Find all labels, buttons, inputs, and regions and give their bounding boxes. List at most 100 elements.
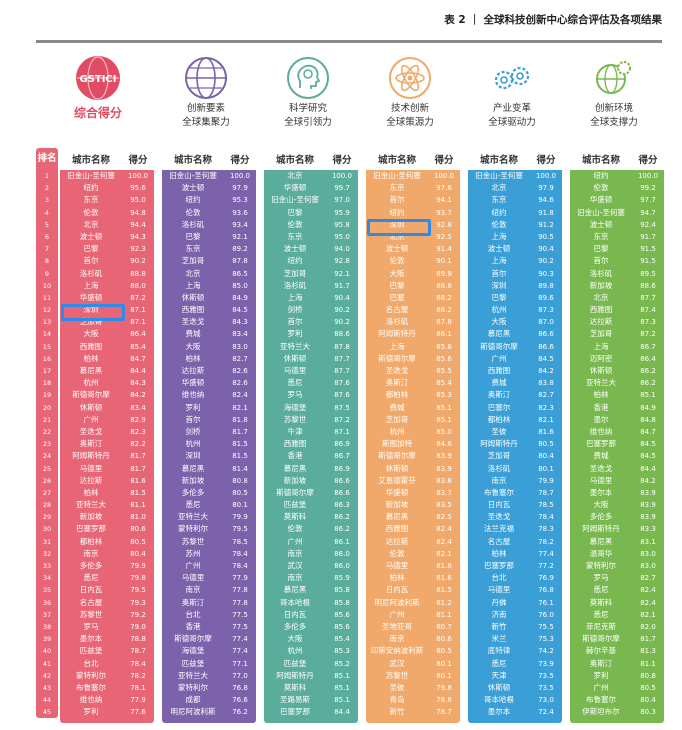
score-value: 87.8	[334, 342, 350, 351]
table-row: 圣彼 79.8	[366, 682, 460, 694]
city-name: 纽约	[389, 207, 405, 217]
score-value: 84.9	[232, 293, 248, 302]
table-row: 亚特兰大 81.1	[60, 499, 154, 511]
score-value: 83.9	[436, 452, 452, 461]
score-value: 86.6	[334, 488, 350, 497]
table-row: 日内瓦 85.6	[264, 609, 358, 621]
table-row: 上海 90.5	[468, 231, 562, 243]
table-row: 慕尼黑 81.4	[162, 463, 256, 475]
score-value: 99.7	[334, 184, 350, 193]
column-header: 城市名称 得分	[162, 148, 256, 170]
city-name: 蒙特利尔	[586, 561, 616, 570]
rank-cell: 25	[42, 464, 52, 473]
table-row: 深圳 87.1	[60, 304, 154, 316]
table-row: 华盛顿 82.6	[162, 377, 256, 389]
city-name: 马德里	[385, 561, 409, 570]
score-value: 85.1	[334, 671, 350, 680]
city-name: 罗马	[83, 621, 99, 631]
city-name: 柏林	[593, 390, 609, 400]
column-header: 城市名称 得分	[366, 148, 460, 170]
table-row: 巴黎 92.3	[60, 243, 154, 255]
city-name: 奥斯汀	[487, 390, 511, 400]
rank-cell: 35	[42, 586, 52, 595]
city-name: 华盛顿	[283, 183, 307, 193]
city-name: 慕尼黑	[79, 366, 103, 375]
table-row: 亚特兰大 77.0	[162, 670, 256, 682]
table-row: 马德里 81.8	[366, 560, 460, 572]
table-row: 布鲁塞尔 80.4	[570, 694, 664, 706]
rank-cell: 45	[42, 708, 52, 717]
city-name: 西雅图	[487, 366, 511, 375]
rank-cell: 28	[42, 501, 52, 510]
table-row: 东京 95.0	[60, 194, 154, 206]
score-value: 80.1	[436, 659, 452, 668]
score-value: 86.7	[334, 452, 350, 461]
score-value: 86.1	[334, 537, 350, 546]
score-value: 90.4	[538, 245, 554, 254]
city-name: 洛杉矶	[589, 268, 613, 278]
score-value: 87.4	[640, 306, 656, 315]
city-name: 墨尔	[593, 414, 609, 424]
score-value: 82.6	[232, 367, 248, 375]
score-value: 78.1	[130, 683, 146, 692]
table-row: 慕尼黑 84.4	[60, 365, 154, 377]
score-value: 79.8	[436, 683, 452, 692]
table-row: 波士顿 91.4	[366, 243, 460, 255]
table-row: 苏黎世 87.2	[264, 414, 358, 426]
score-value: 95.3	[232, 196, 248, 205]
city-name: 蒙特利尔	[76, 670, 106, 680]
city-name: 维也纳	[79, 695, 103, 705]
table-row: 西雅图 84.5	[162, 304, 256, 316]
table-row: 休斯顿 83.4	[60, 402, 154, 414]
gstici-logo-icon: GSTICI	[75, 55, 121, 101]
city-name: 北京	[287, 171, 303, 180]
score-value: 87.8	[436, 318, 452, 327]
table-row: 迈阿密 86.4	[570, 353, 664, 365]
table-row: 亚特兰大 87.8	[264, 341, 358, 353]
city-name: 达拉斯	[79, 475, 103, 485]
city-name: 巴黎	[593, 244, 609, 254]
city-name: 罗利	[593, 670, 609, 680]
header-subtitle: 全球支撑力	[590, 117, 638, 128]
table-row: 洛杉矶 93.4	[162, 219, 256, 231]
score-value: 90.2	[130, 257, 146, 266]
city-name: 洛杉矶	[79, 268, 103, 278]
score-value: 85.5	[436, 367, 452, 375]
score-value: 94.4	[130, 220, 146, 229]
table-row: 费城 83.8	[468, 377, 562, 389]
city-name: 哥本哈根	[280, 597, 310, 607]
city-name: 奥斯汀	[181, 597, 205, 607]
score-value: 77.4	[232, 647, 248, 656]
score-value: 92.4	[640, 220, 656, 229]
score-value: 82.4	[640, 586, 656, 595]
table-row: 上海 86.7	[570, 341, 664, 353]
header-title: 创新要素	[186, 103, 225, 114]
score-value: 84.5	[232, 306, 248, 315]
city-name: 首尔	[389, 195, 405, 205]
city-name: 费城	[185, 329, 201, 339]
table-row: 马德里 76.8	[468, 584, 562, 596]
score-value: 77.2	[538, 562, 554, 570]
table-row: 悉尼 73.9	[468, 658, 562, 670]
score-value: 85.0	[436, 427, 452, 436]
table-row: 休斯顿 86.2	[570, 365, 664, 377]
table-row: 匹兹堡 86.3	[264, 499, 358, 511]
city-name: 旧金山-圣何塞	[475, 171, 523, 180]
table-row: 蒙特利尔 78.2	[60, 670, 154, 682]
city-name: 广州	[287, 536, 303, 546]
score-value: 84.4	[640, 464, 656, 473]
table-row: 达拉斯 82.6	[162, 365, 256, 377]
score-value: 79.8	[130, 574, 146, 583]
city-name: 剑桥	[185, 426, 201, 436]
table-row: 东京 97.6	[366, 182, 460, 194]
city-name: 海德堡	[181, 646, 205, 656]
table-row: 东京 89.2	[162, 243, 256, 255]
score-value: 88.6	[640, 281, 656, 290]
city-name: 东京	[83, 195, 99, 205]
city-name: 日内瓦	[385, 585, 409, 595]
table-row: 芝加哥 80.4	[468, 450, 562, 462]
table-row: 蒙特利尔 79.5	[162, 523, 256, 535]
score-value: 86.9	[334, 464, 350, 473]
score-value: 81.4	[232, 464, 248, 473]
score-value: 80.8	[640, 671, 656, 680]
